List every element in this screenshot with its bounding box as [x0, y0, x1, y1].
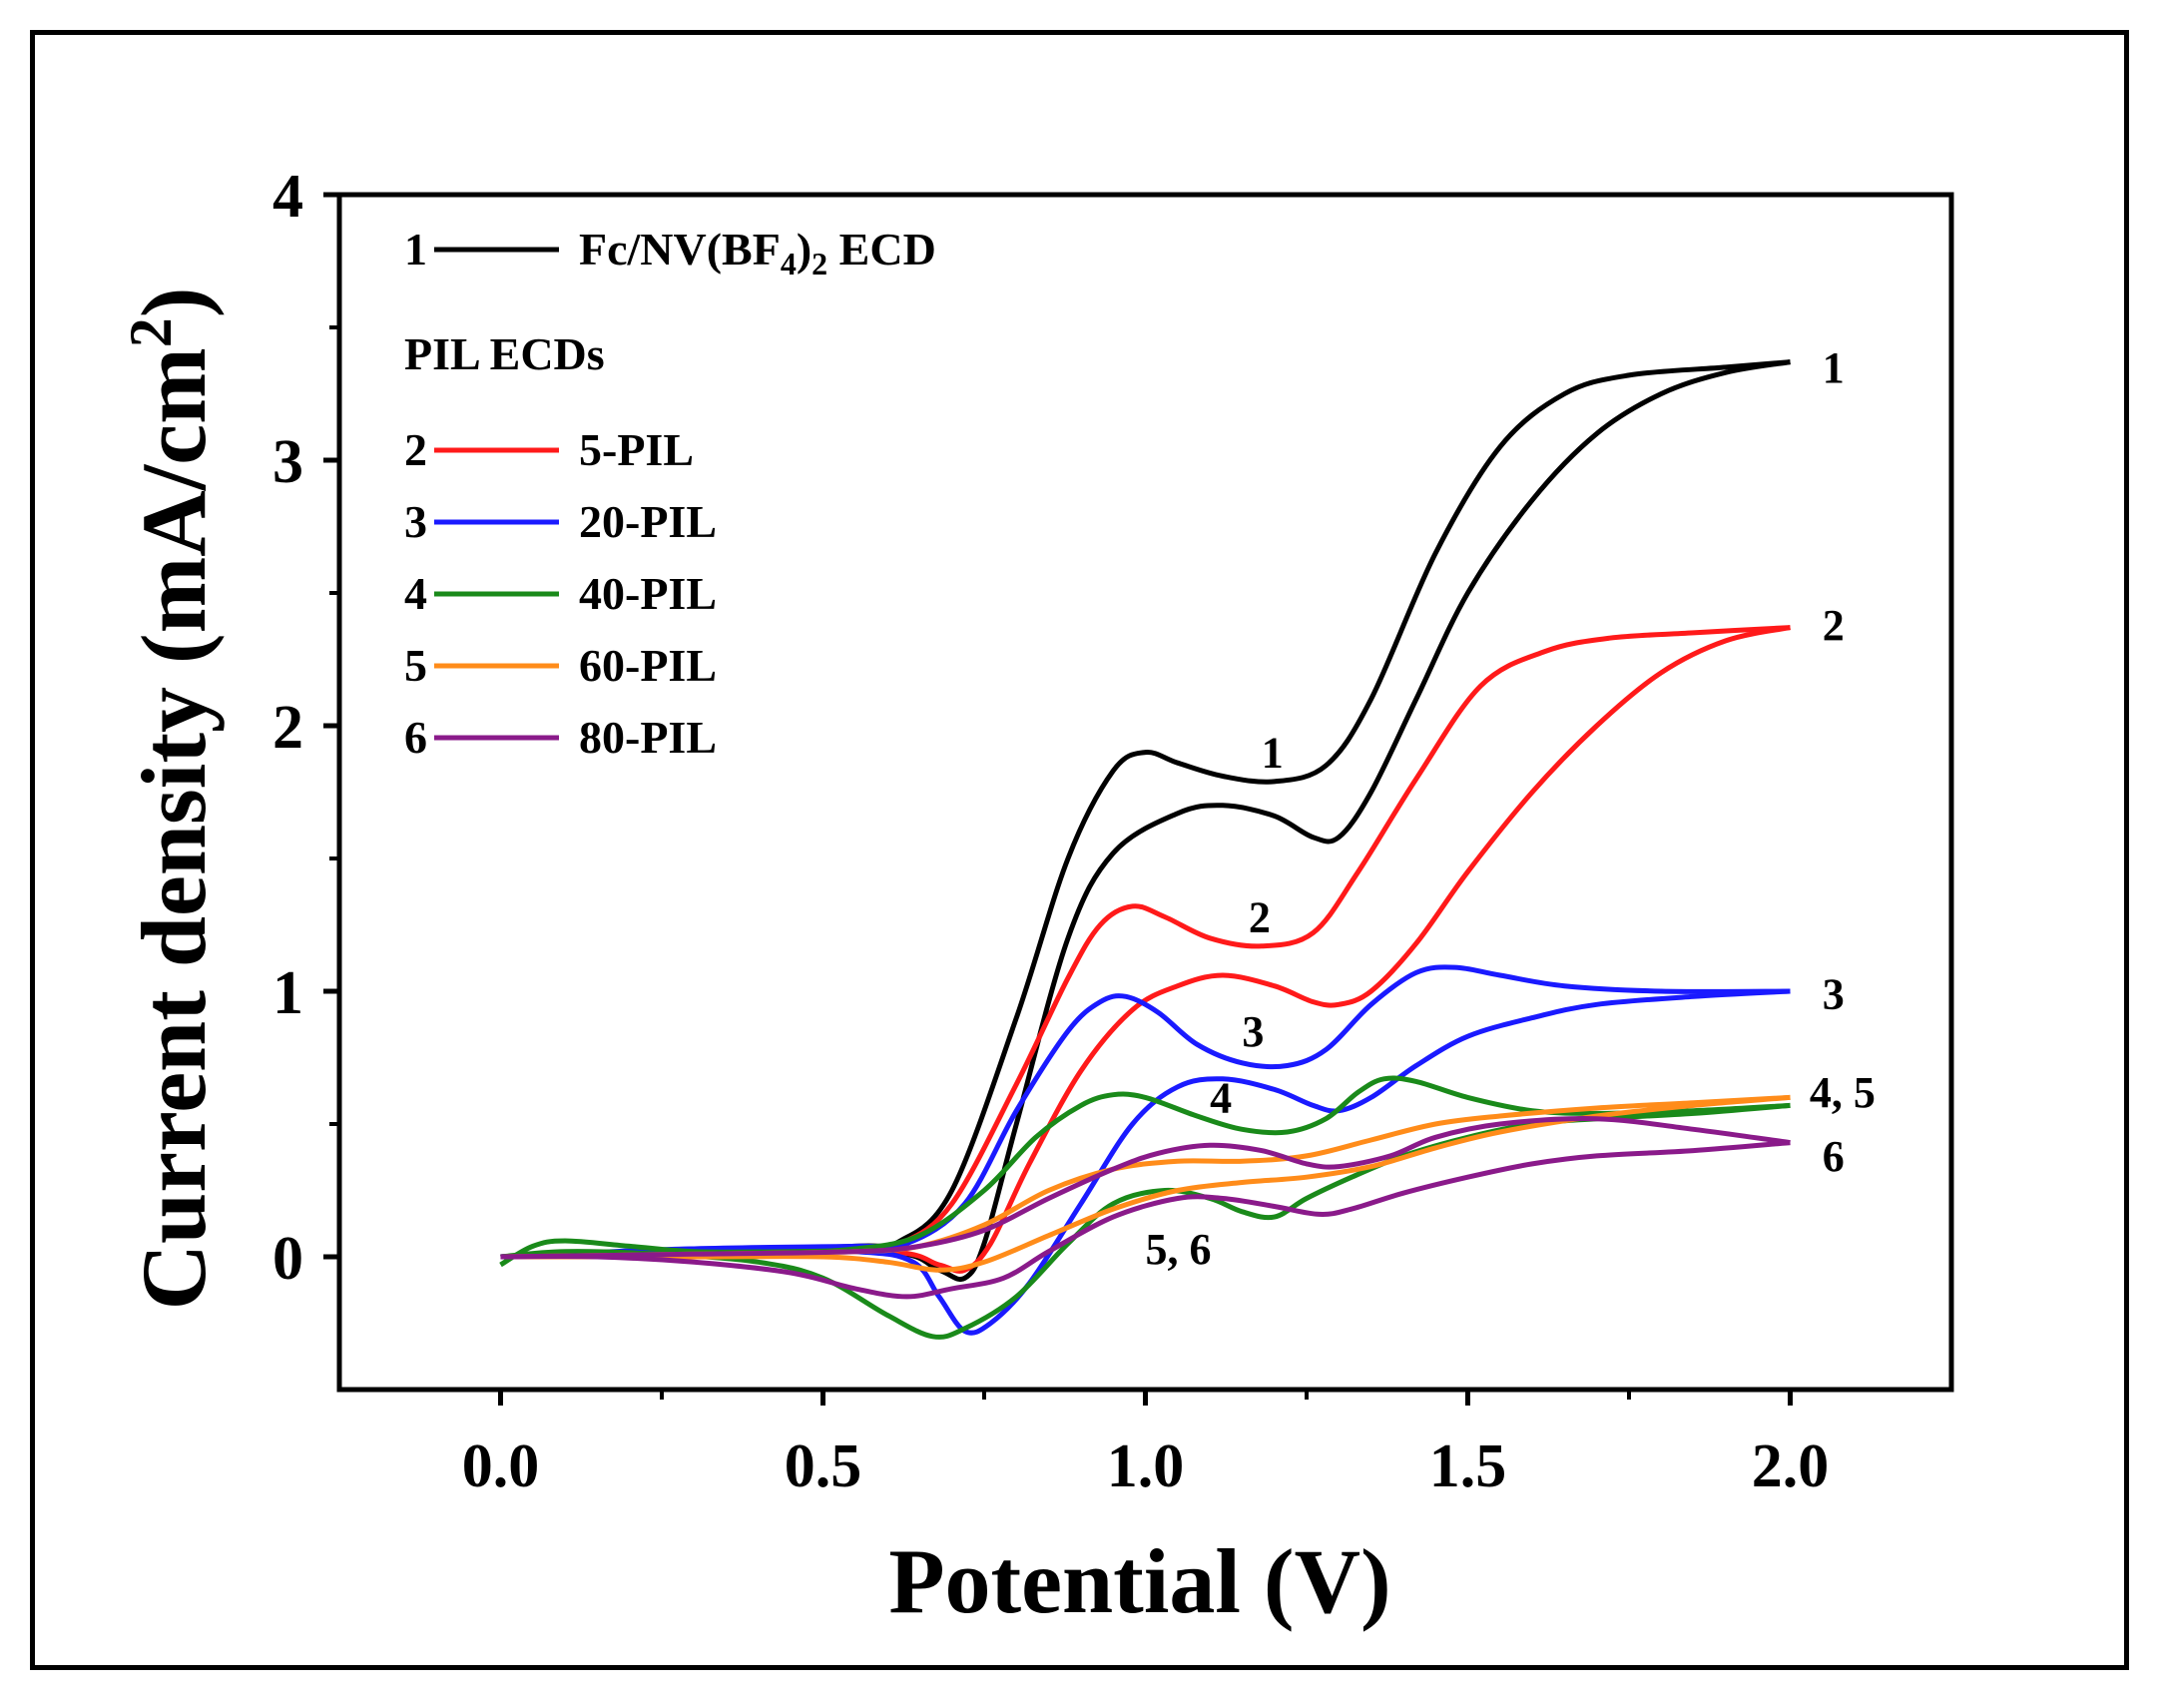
legend-label: 60-PIL [579, 640, 717, 691]
series-20-pil-forward [500, 964, 1791, 1260]
legend-label: 80-PIL [579, 712, 717, 763]
legend-number: 1 [404, 224, 427, 275]
legend-number: 2 [404, 424, 427, 475]
series-60-pil-reverse [500, 1094, 1791, 1273]
legend-number: 5 [404, 640, 427, 691]
y-axis-title-close: ) [123, 287, 225, 318]
legend-label: 20-PIL [579, 496, 717, 547]
x-tick-label: 1.5 [1429, 1432, 1507, 1500]
legend-label-part: ECD [827, 224, 936, 275]
legend-label-part: ) [797, 224, 812, 275]
x-axis-title: Potential (V) [888, 1530, 1390, 1632]
legend-group-title: PIL ECDs [404, 328, 605, 379]
legend-number: 4 [404, 568, 427, 619]
series-80-pil-reverse [500, 1140, 1791, 1300]
curve-label: 1 [1823, 343, 1845, 392]
curve-label: 5, 6 [1146, 1225, 1212, 1274]
legend-label: 5-PIL [579, 424, 694, 475]
y-tick-label: 0 [272, 1225, 303, 1293]
y-axis-title-sup: 2 [118, 317, 184, 347]
y-tick-label: 4 [272, 163, 303, 231]
series-40-pil-reverse [500, 1102, 1791, 1340]
curve-label: 4, 5 [1810, 1068, 1876, 1117]
curve-label: 3 [1242, 1007, 1264, 1056]
curve-label: 1 [1262, 729, 1284, 778]
legend-label: 40-PIL [579, 568, 717, 619]
legend-label-sub: 4 [781, 246, 797, 282]
legend-number: 3 [404, 496, 427, 547]
x-tick-label: 0.0 [462, 1432, 540, 1500]
y-axis-title-base: Current density (mA/cm [123, 347, 225, 1310]
curve-label: 6 [1823, 1132, 1845, 1181]
x-tick-label: 1.0 [1107, 1432, 1185, 1500]
x-tick-label: 2.0 [1752, 1432, 1830, 1500]
y-tick-label: 3 [272, 428, 303, 496]
curve-label: 2 [1823, 601, 1845, 650]
y-tick-label: 1 [272, 959, 303, 1027]
series-20-pil-reverse [500, 988, 1791, 1336]
y-tick-label: 2 [272, 694, 303, 762]
legend-number: 6 [404, 712, 427, 763]
y-axis-title: Current density (mA/cm2) [118, 287, 225, 1311]
curve-label: 4 [1210, 1073, 1232, 1122]
legend-label: Fc/NV(BF4)2 ECD [579, 224, 936, 282]
legend-label-sub: 2 [812, 246, 827, 282]
figure-frame [30, 30, 2129, 1670]
legend-label-part: Fc/NV(BF [579, 224, 781, 275]
curve-label: 2 [1249, 893, 1271, 942]
curve-label: 3 [1823, 970, 1845, 1019]
series-5-pil-reverse [500, 625, 1791, 1274]
x-tick-label: 0.5 [785, 1432, 862, 1500]
series-40-pil-forward [499, 1075, 1791, 1268]
series-80-pil-forward [500, 1116, 1791, 1260]
axis-ticks [323, 192, 1793, 1406]
curves [499, 359, 1791, 1340]
